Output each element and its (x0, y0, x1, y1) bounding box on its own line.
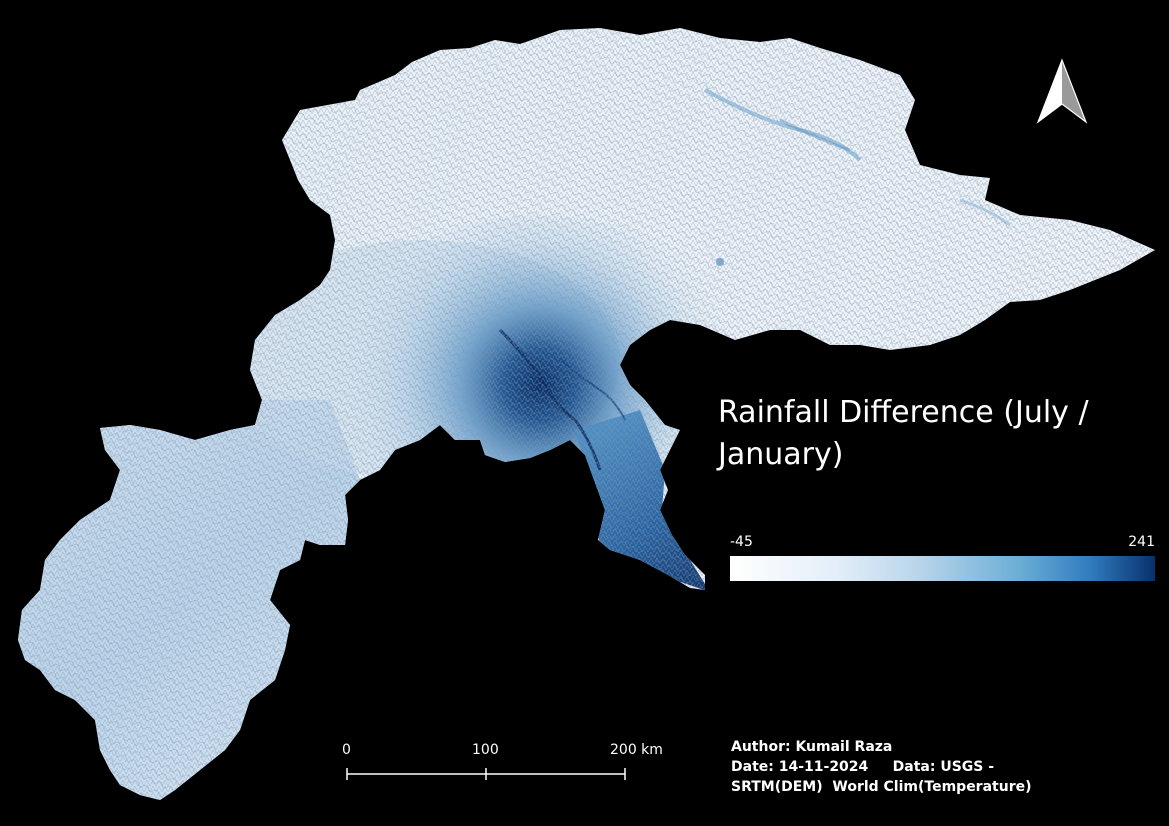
scale-tick-label: 0 (342, 742, 351, 758)
legend-color-ramp (730, 556, 1155, 581)
sources-credit: SRTM(DEM) World Clim(Temperature) (731, 779, 1032, 795)
legend-max-label: 241 (1128, 534, 1155, 550)
scale-tick-label: 200 km (610, 742, 663, 758)
scale-bar: 0 100 200 km (336, 742, 676, 787)
date-data-credit: Date: 14-11-2024 Data: USGS - (731, 759, 995, 775)
author-credit: Author: Kumail Raza (731, 739, 893, 755)
legend: -45 241 (730, 534, 1155, 584)
legend-min-label: -45 (730, 534, 753, 550)
map-credits: Author: Kumail Raza Date: 14-11-2024 Dat… (731, 737, 1151, 797)
map-title: Rainfall Difference (July / January) (718, 395, 1089, 472)
north-arrow-icon (1036, 58, 1088, 124)
scale-line (346, 768, 626, 780)
scale-tick-label: 100 (472, 742, 499, 758)
